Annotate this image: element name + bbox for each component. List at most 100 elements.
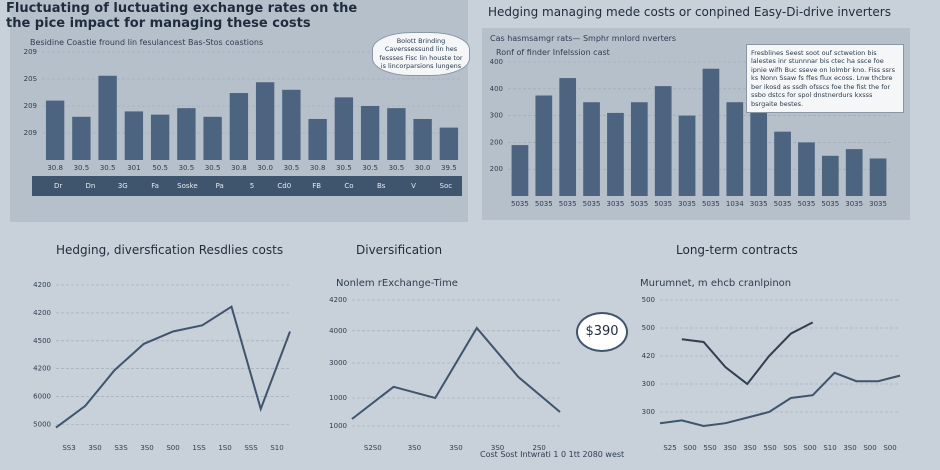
bar (774, 131, 791, 196)
y-tick-label: 209 (24, 129, 37, 137)
bar (678, 115, 696, 196)
x-tick-label: 3S0 (843, 444, 856, 452)
x-tick-label: S10 (823, 444, 836, 452)
subtitle: Ronf of finder Infelssion cast (496, 48, 610, 57)
footer-strip (32, 176, 462, 196)
x-tick-label: 5035 (654, 200, 672, 208)
bar (334, 97, 354, 160)
x-tick-label: 5035 (559, 200, 577, 208)
x-tick-label: SSS (244, 444, 258, 452)
x-tick-label: 1SS (192, 444, 206, 452)
bar (845, 149, 863, 196)
footer-label: 5 (250, 182, 254, 190)
y-tick-label: 500 (642, 296, 655, 304)
y-tick-label: 4200 (33, 309, 51, 317)
y-tick-label: 420 (642, 352, 655, 360)
x-tick-label: 30.5 (284, 164, 300, 172)
bar (654, 86, 672, 196)
bar (203, 116, 222, 160)
x-tick-label: 5035 (821, 200, 839, 208)
callout: $390 (576, 312, 628, 352)
bar (282, 89, 301, 160)
x-tick-label: 5035 (702, 200, 720, 208)
bar (255, 82, 275, 160)
y-tick-label: 209 (24, 102, 37, 110)
footer-label: Pa (216, 182, 224, 190)
title: Hedging, diversfication Resdlies costs (56, 243, 284, 257)
y-tick-label: 200 (490, 165, 503, 173)
x-tick-label: 30.5 (362, 164, 378, 172)
x-tick-label: 5035 (774, 200, 792, 208)
bar (413, 118, 432, 160)
y-tick-label: 500 (642, 324, 655, 332)
x-tick-label: 30.8 (231, 164, 247, 172)
bar (439, 127, 459, 160)
x-tick-label: SS3 (62, 444, 75, 452)
bar (607, 112, 624, 196)
y-tick-label: 300 (642, 380, 655, 388)
y-tick-label: 20S (24, 75, 38, 83)
x-tick-label: 30.5 (389, 164, 405, 172)
x-tick-label: S00 (803, 444, 816, 452)
subtitle: Murumnet, m ehcb cranlpinon (640, 278, 792, 289)
bar (360, 106, 380, 160)
x-tick-label: 3035 (845, 200, 863, 208)
bar (630, 102, 648, 196)
title: Hedging managing mede costs or conpined … (488, 5, 891, 19)
x-tick-label: S00 (166, 444, 179, 452)
footer-label: V (411, 182, 416, 190)
y-tick-label: 400 (490, 58, 503, 66)
title: Diversification (356, 243, 443, 257)
bar (702, 68, 720, 196)
subtitle: Cas hasmsamgr rats— Smphr mnlord nverter… (490, 34, 677, 43)
x-tick-label: 3035 (607, 200, 625, 208)
x-tick-label: S00 (683, 444, 696, 452)
footer-label: Bs (377, 182, 386, 190)
y-tick-label: 4200 (33, 365, 51, 373)
x-tick-label: 30.0 (257, 164, 273, 172)
x-tick-label: 30.5 (336, 164, 352, 172)
y-tick-label: 1000 (329, 394, 347, 402)
y-tick-label: 300 (642, 408, 655, 416)
x-tick-label: 301 (127, 164, 140, 172)
x-tick-label: 3035 (869, 200, 887, 208)
footer-label: FB (312, 182, 321, 190)
y-tick-label: 400 (490, 85, 503, 93)
bar (98, 75, 117, 160)
footer-label: Soc (440, 182, 453, 190)
x-tick-label: 30.0 (415, 164, 431, 172)
bar (869, 158, 887, 196)
y-tick-label: 6000 (33, 393, 51, 401)
bar (150, 114, 170, 160)
x-tick-label: 1S0 (218, 444, 231, 452)
x-tick-label: 30.8 (47, 164, 63, 172)
y-tick-label: 300 (490, 112, 503, 120)
x-tick-label: 3S0 (743, 444, 756, 452)
x-tick-label: 3035 (750, 200, 768, 208)
x-tick-label: 3035 (678, 200, 696, 208)
x-tick-label: 30.5 (100, 164, 116, 172)
y-tick-label: 3000 (329, 359, 347, 367)
bar (229, 93, 249, 160)
x-tick-label: 30.5 (74, 164, 90, 172)
x-tick-label: 5035 (583, 200, 601, 208)
y-tick-label: 209 (24, 48, 37, 56)
x-tick-label: 5S0 (763, 444, 776, 452)
x-tick-label: 30.5 (179, 164, 195, 172)
x-tick-label: S00 (863, 444, 876, 452)
x-tick-label: 50.5 (152, 164, 168, 172)
x-tick-label: 3S0 (88, 444, 101, 452)
footer-label: Soske (177, 182, 197, 190)
footer-label: 3G (118, 182, 128, 190)
footer-label: Dr (54, 182, 62, 190)
bar (726, 102, 744, 196)
x-tick-label: 3S0 (449, 444, 462, 452)
footer-label: Fa (151, 182, 159, 190)
x-tick-label: 3S0 (140, 444, 153, 452)
bar (308, 118, 327, 160)
x-tick-label: 5035 (630, 200, 648, 208)
bar (583, 102, 600, 196)
x-tick-label: S00 (883, 444, 896, 452)
x-tick-label: 2S0 (533, 444, 546, 452)
y-tick-label: 4000 (329, 327, 347, 335)
